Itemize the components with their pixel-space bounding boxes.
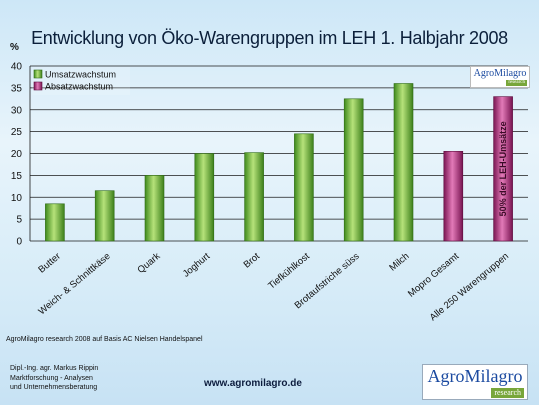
y-tick-label: 10 <box>11 193 23 204</box>
bar <box>294 133 314 242</box>
legend-swatch <box>33 69 43 79</box>
x-tick-label: Joghurt <box>181 251 213 280</box>
legend-label: Umsatzwachstum <box>45 70 116 80</box>
y-tick-label: 15 <box>11 171 23 182</box>
y-tick-label: 30 <box>11 105 23 116</box>
bar <box>144 175 165 242</box>
y-tick-label: 0 <box>16 237 22 248</box>
bar <box>94 190 115 242</box>
legend-label: Absatzwachstum <box>45 82 113 92</box>
bar <box>45 203 65 242</box>
bar <box>443 151 464 242</box>
x-tick-label: Tiefkühlkost <box>266 251 312 292</box>
agromilagro-logo-small: AgroMilagro research <box>470 66 530 88</box>
bar <box>393 83 414 242</box>
y-tick-label: 35 <box>11 83 23 94</box>
bar <box>493 96 513 242</box>
legend-box <box>32 67 130 95</box>
x-tick-label: Brot <box>242 251 263 271</box>
legend-swatch <box>33 81 43 91</box>
chart-title: Entwicklung von Öko-Warengruppen im LEH … <box>31 28 508 48</box>
footer-url[interactable]: www.agromilagro.de <box>204 378 302 389</box>
y-tick-label: 5 <box>16 215 22 226</box>
logo-small-brand: AgroMilagro <box>473 68 527 79</box>
bar <box>343 98 364 242</box>
footer-line-1: Dipl.-Ing. agr. Markus Rippin <box>10 365 99 372</box>
footer-contact: Dipl.-Ing. agr. Markus Rippin Marktforsc… <box>10 364 98 393</box>
y-axis-unit: % <box>10 42 19 53</box>
logo-sub: research <box>491 388 524 398</box>
bar <box>194 153 215 242</box>
footer-line-3: und Unternehmensberatung <box>10 384 98 392</box>
y-tick-label: 25 <box>11 127 23 138</box>
agromilagro-logo: AgroMilagro research <box>422 364 528 400</box>
y-tick-label: 20 <box>11 149 23 160</box>
x-tick-label: Milch <box>387 251 411 274</box>
x-tick-label: Quark <box>136 251 163 276</box>
bar-annotation: 50% der LEH-Umsätze <box>498 121 508 216</box>
logo-small-sub: research <box>506 80 527 86</box>
source-note: AgroMilagro research 2008 auf Basis AC N… <box>6 336 203 343</box>
x-tick-label: Butter <box>36 251 62 276</box>
bar <box>244 152 264 242</box>
y-tick-label: 40 <box>11 62 23 73</box>
footer-line-2: Marktforschung - Analysen <box>10 374 93 382</box>
logo-brand: AgroMilagro <box>427 366 523 386</box>
